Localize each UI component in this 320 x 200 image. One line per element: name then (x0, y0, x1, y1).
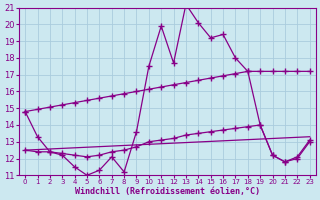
X-axis label: Windchill (Refroidissement éolien,°C): Windchill (Refroidissement éolien,°C) (75, 187, 260, 196)
